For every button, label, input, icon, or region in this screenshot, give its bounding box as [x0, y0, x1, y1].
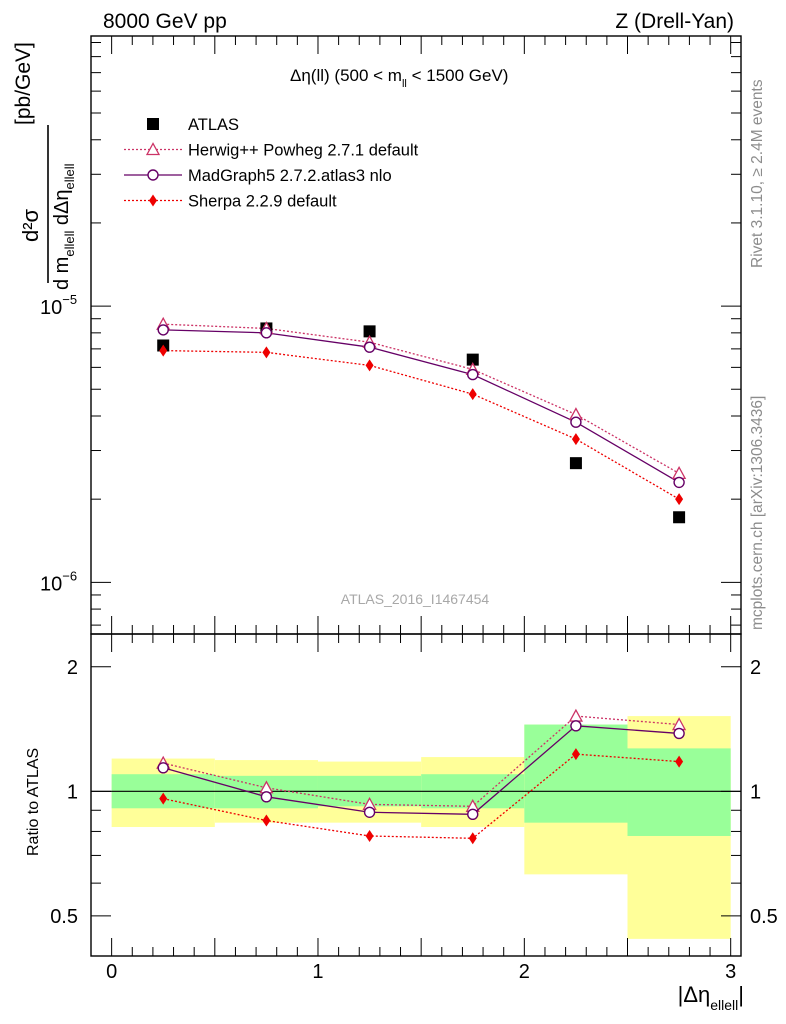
y-tick-label: 10−5 [40, 292, 77, 319]
y-axis-label: d²σ d mellell dΔηellell [pb/GeV] [12, 42, 77, 290]
analysis-watermark: ATLAS_2016_I1467454 [341, 591, 490, 607]
ratio-y-tick-label-left: 2 [67, 657, 78, 679]
ratio-point [262, 814, 271, 827]
data-point [466, 353, 479, 366]
ratio-plot-frame: 0 1 2 3 0.5 0.5 1 1 2 2 [50, 633, 778, 983]
ratio-point [157, 762, 169, 774]
data-point [363, 325, 376, 338]
ratio-plot-curves [156, 708, 687, 845]
ratio-point [568, 708, 584, 722]
data-point [262, 346, 271, 359]
data-point [675, 493, 684, 506]
legend-marker [147, 118, 159, 130]
ratio-point [675, 755, 684, 768]
x-tick-label: 1 [312, 961, 323, 983]
ratio-point [467, 808, 479, 821]
main-plot-points [156, 316, 687, 524]
x-axis-label: |Δηellell| [678, 982, 744, 1013]
ratio-y-tick-label-right: 2 [750, 657, 761, 679]
rivet-label: Rivet 3.1.10, ≥ 2.4M events [749, 79, 766, 268]
main-plot-curves [163, 323, 680, 500]
data-point [571, 433, 580, 446]
header-right: Z (Drell-Yan) [615, 10, 734, 33]
legend: ATLAS Herwig++ Powheg 2.7.1 default MadGra… [124, 116, 419, 211]
ratio-y-tick-label-left: 1 [67, 781, 78, 803]
ratio-series-line [163, 715, 680, 807]
data-point [673, 476, 685, 489]
data-point [569, 457, 582, 470]
plot-title: Δη(ll) (500 < mll < 1500 GeV) [290, 66, 508, 90]
x-tick-label: 2 [519, 961, 530, 983]
legend-marker [147, 169, 159, 181]
ratio-uncertainty-bands [111, 716, 731, 939]
ratio-y-tick-label-right: 0.5 [750, 906, 778, 928]
legend-label: Herwig++ Powheg 2.7.1 default [188, 142, 419, 160]
legend-marker [149, 194, 157, 207]
header-left: 8000 GeV pp [103, 10, 227, 33]
ratio-point [673, 727, 685, 740]
x-tick-label: 0 [106, 961, 117, 983]
main-plot-frame: 10−5 10−6 [40, 35, 742, 635]
y-label-denominator: d mellell dΔηellell [51, 163, 77, 290]
ratio-y-tick-label-left: 0.5 [50, 906, 78, 928]
data-point [159, 344, 168, 357]
ratio-series-line [163, 725, 680, 815]
ratio-point [260, 791, 273, 803]
y-label-numerator: d²σ [18, 208, 43, 242]
legend-label: MadGraph5 2.7.2.atlas3 nlo [188, 167, 392, 185]
data-point [365, 359, 374, 372]
data-point [673, 511, 686, 524]
legend-label: ATLAS [188, 116, 239, 134]
ratio-series-line [163, 753, 680, 839]
data-point [260, 327, 273, 339]
series-line [163, 323, 680, 474]
ratio-y-tick-label-right: 1 [750, 781, 761, 803]
source-label: mcplots.cern.ch [arXiv:1306.3436] [749, 396, 766, 630]
ratio-point [159, 792, 168, 805]
y-tick-label: 10−6 [40, 568, 77, 595]
legend-label: Sherpa 2.2.9 default [188, 193, 337, 211]
data-point [157, 324, 169, 336]
data-point [570, 416, 582, 428]
ratio-point [571, 748, 580, 761]
data-point [468, 388, 477, 401]
legend-marker [145, 142, 161, 156]
band-inner [524, 724, 628, 823]
ratio-point [468, 832, 477, 845]
series-line [163, 349, 680, 500]
y-label-unit: [pb/GeV] [12, 42, 35, 125]
data-point [467, 368, 479, 381]
ratio-point [363, 806, 376, 818]
x-tick-label: 3 [725, 961, 736, 983]
series-line [163, 329, 680, 483]
ratio-point [365, 829, 374, 842]
ratio-y-label: Ratio to ATLAS [25, 748, 42, 856]
ratio-frame-rect [90, 633, 742, 957]
data-point [363, 341, 376, 353]
ratio-point [570, 720, 582, 732]
